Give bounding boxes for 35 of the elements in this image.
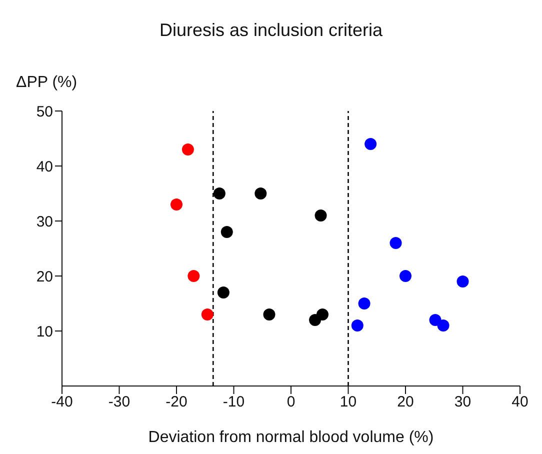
point [254,188,267,200]
chart-title: Diuresis as inclusion criteria [158,20,384,41]
x-tick-label: 0 [286,394,296,411]
point [456,276,469,288]
point [316,308,328,320]
point [220,226,233,238]
point [182,144,194,156]
point [364,138,377,150]
x-tick-label: -40 [51,394,73,411]
y-tick-label: 30 [36,213,53,230]
point [201,308,214,320]
x-axis-title: Deviation from normal blood volume (%) [148,429,434,446]
x-tick-label: -20 [166,394,188,411]
point [437,320,450,332]
x-tick-label: 40 [512,394,528,411]
point [217,286,230,298]
y-tick-label: 20 [36,268,53,286]
point [390,237,402,249]
point [213,188,226,200]
x-tick-label: -10 [222,394,245,411]
point [170,198,182,210]
point [351,320,364,332]
point [314,210,327,222]
point [263,308,276,320]
y-tick-label: 10 [36,323,53,340]
y-tick-label: 50 [36,103,53,120]
x-tick-label: -30 [108,394,130,411]
point [400,270,412,282]
x-tick-label: 30 [454,394,472,411]
point [188,270,200,282]
x-tick-label: 10 [340,394,357,411]
point [358,298,370,310]
y-tick-label: 40 [36,158,53,176]
x-tick-label: 20 [397,394,414,411]
y-axis-title: ΔPP (%) [16,74,78,92]
